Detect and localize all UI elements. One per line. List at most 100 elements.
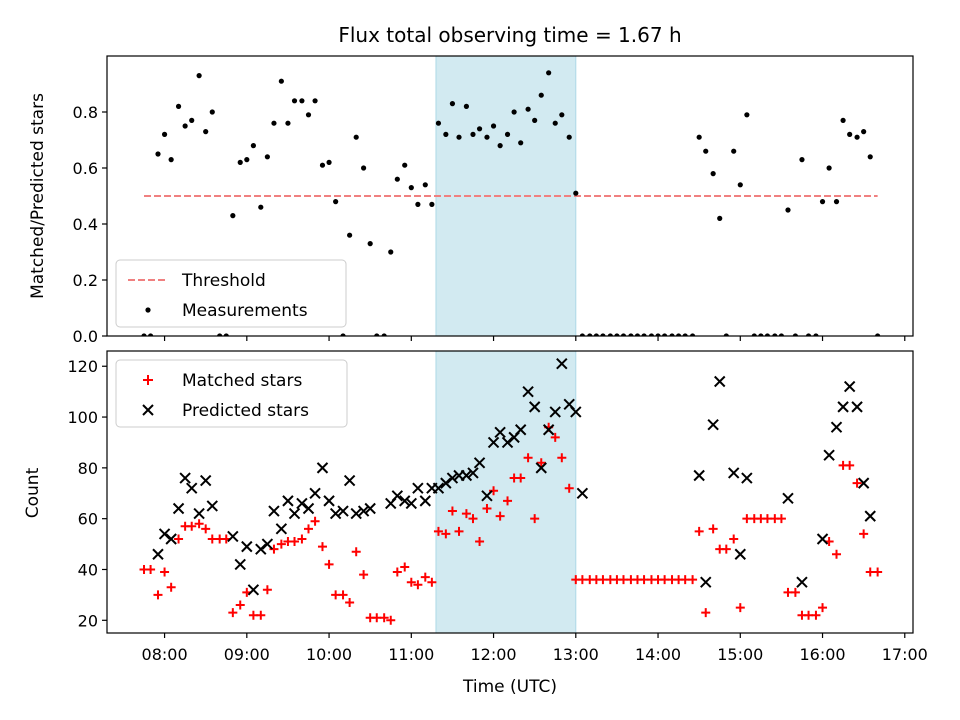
predicted-star-point bbox=[350, 507, 362, 520]
measurement-point bbox=[620, 333, 627, 336]
measurement-point bbox=[189, 117, 195, 123]
predicted-star-point bbox=[241, 540, 253, 553]
measurement-point bbox=[374, 333, 380, 336]
y-tick-label: 100 bbox=[67, 408, 98, 427]
x-tick-label: 13:00 bbox=[553, 645, 599, 664]
matched-star-point bbox=[400, 562, 410, 572]
legend: Matched stars Predicted stars bbox=[115, 359, 348, 428]
measurement-point bbox=[559, 112, 565, 118]
measurement-point bbox=[875, 333, 881, 336]
x-tick-label: 10:00 bbox=[306, 645, 352, 664]
measurement-point bbox=[155, 151, 161, 157]
measurement-point bbox=[408, 185, 414, 191]
predicted-star-point bbox=[193, 507, 205, 520]
measurement-point bbox=[799, 157, 805, 163]
measurement-point bbox=[394, 176, 400, 182]
predicted-star-point bbox=[570, 406, 582, 418]
matched-star-point bbox=[701, 608, 711, 618]
predicted-star-point bbox=[309, 487, 321, 499]
x-tick-label: 14:00 bbox=[635, 645, 681, 664]
matched-star-point bbox=[317, 542, 327, 552]
matched-star-point bbox=[468, 514, 478, 524]
measurement-point bbox=[758, 333, 764, 336]
predicted-star-point bbox=[473, 457, 486, 469]
measurement-point bbox=[566, 134, 572, 140]
measurement-point bbox=[285, 120, 291, 126]
top-y-axis-label: Matched/Predicted stars bbox=[28, 93, 48, 299]
matched-star-point bbox=[166, 582, 176, 592]
measurement-point bbox=[470, 131, 476, 137]
matched-star-point bbox=[832, 549, 842, 559]
axes-frame bbox=[106, 55, 914, 337]
measurement-point bbox=[723, 333, 729, 336]
axes-frame bbox=[106, 350, 914, 634]
matched-star-point bbox=[269, 544, 279, 554]
measurement-point bbox=[168, 157, 174, 163]
measurement-point bbox=[147, 333, 154, 336]
predicted-star-point bbox=[556, 357, 568, 370]
measurement-point bbox=[271, 120, 277, 126]
predicted-star-point bbox=[727, 467, 740, 479]
measurement-point bbox=[525, 106, 531, 112]
x-tick-label: 12:00 bbox=[470, 645, 516, 664]
x-tick-label: 15:00 bbox=[717, 645, 763, 664]
matched-star-point bbox=[454, 526, 464, 536]
matched-star-point bbox=[461, 509, 471, 519]
predicted-star-point bbox=[206, 500, 218, 512]
plot-area bbox=[141, 70, 881, 336]
measurement-point bbox=[785, 207, 791, 213]
predicted-star-point bbox=[152, 548, 164, 560]
predicted-star-point bbox=[700, 576, 712, 588]
measurement-point bbox=[175, 103, 182, 109]
measurement-point bbox=[532, 117, 538, 123]
matched-star-point bbox=[859, 529, 869, 539]
measurement-point bbox=[696, 134, 702, 140]
matched-star-point bbox=[351, 547, 361, 557]
top-panel: 0.0 0.2 0.4 0.6 0.8 Threshold Measurements bbox=[73, 55, 914, 346]
bottom-y-axis-label: Count bbox=[23, 467, 43, 518]
predicted-star-point bbox=[843, 380, 856, 393]
predicted-star-point bbox=[487, 436, 500, 449]
measurement-point bbox=[579, 333, 585, 336]
y-tick-label: 0.0 bbox=[73, 327, 98, 346]
matched-star-point bbox=[694, 526, 704, 536]
measurement-point bbox=[717, 215, 723, 221]
matched-star-point bbox=[228, 608, 238, 618]
measurement-point bbox=[792, 333, 798, 336]
legend-measurements-swatch bbox=[145, 307, 151, 313]
predicted-star-point bbox=[247, 584, 260, 596]
measurement-point bbox=[552, 120, 558, 126]
measurement-point bbox=[402, 162, 408, 168]
measurement-point bbox=[669, 333, 675, 336]
matched-star-point bbox=[564, 483, 574, 493]
matched-star-point bbox=[708, 524, 718, 534]
measurement-point bbox=[805, 333, 812, 336]
predicted-star-point bbox=[296, 497, 308, 510]
matched-star-point bbox=[153, 590, 163, 600]
matched-star-point bbox=[420, 572, 430, 582]
measurement-point bbox=[182, 123, 188, 129]
y-tick-label: 0.4 bbox=[73, 215, 98, 234]
matched-star-point bbox=[174, 534, 184, 544]
predicted-star-point bbox=[227, 530, 239, 543]
predicted-star-point bbox=[165, 533, 177, 545]
predicted-star-point bbox=[851, 401, 863, 413]
matched-star-point bbox=[818, 603, 828, 613]
predicted-star-point bbox=[268, 505, 280, 517]
x-tick-label: 16:00 bbox=[799, 645, 845, 664]
chart-title: Flux total observing time = 1.67 h bbox=[338, 23, 681, 47]
matched-star-point bbox=[413, 580, 423, 590]
measurement-point bbox=[361, 165, 367, 171]
measurement-point bbox=[250, 143, 256, 149]
predicted-star-point bbox=[412, 482, 424, 494]
predicted-star-point bbox=[419, 495, 431, 507]
matched-star-point bbox=[811, 610, 821, 620]
predicted-star-point bbox=[261, 538, 274, 550]
measurement-point bbox=[196, 73, 202, 79]
predicted-star-point bbox=[528, 401, 541, 413]
matched-star-point bbox=[433, 526, 443, 536]
predicted-star-point bbox=[830, 421, 843, 433]
measurement-point bbox=[476, 126, 483, 132]
predicted-star-point bbox=[391, 490, 404, 502]
measurement-point bbox=[641, 333, 647, 336]
